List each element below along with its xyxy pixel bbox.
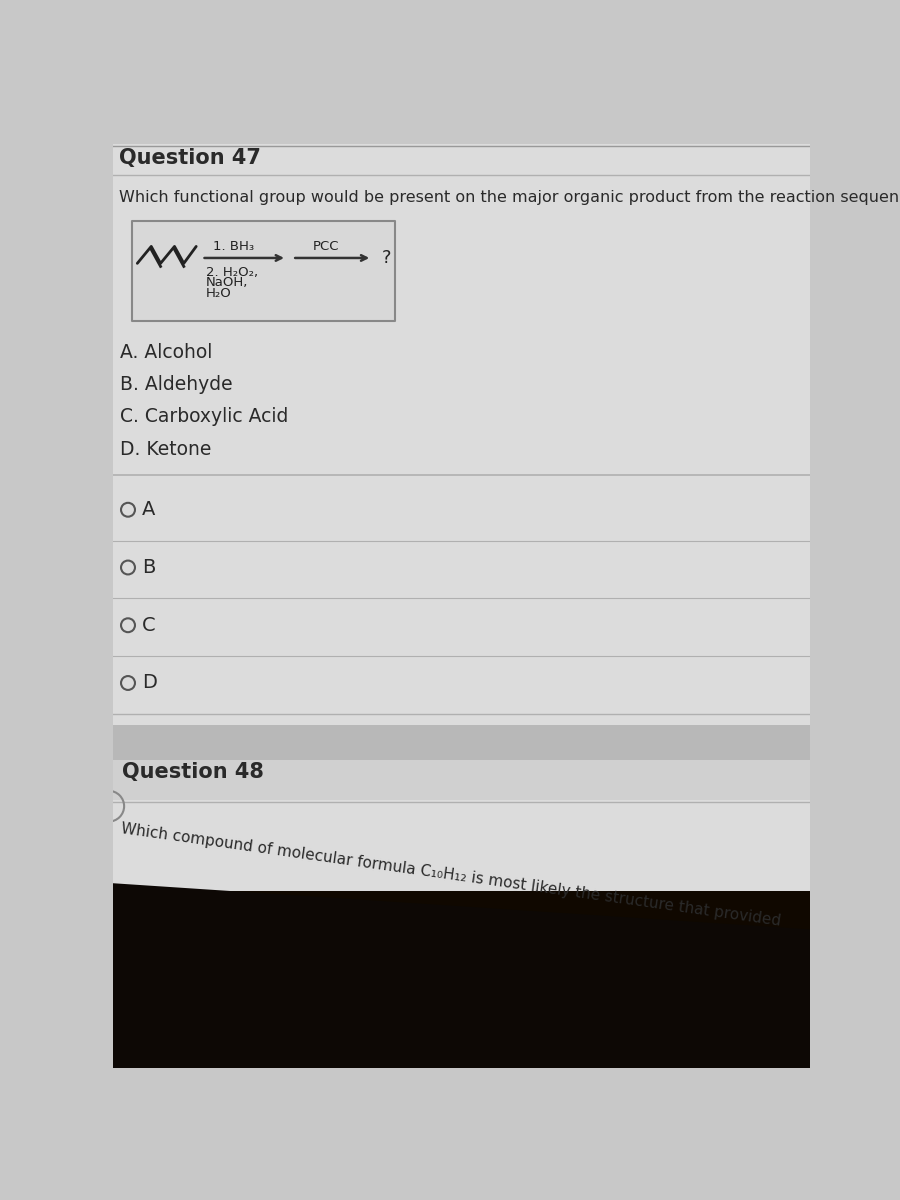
Bar	[112, 725, 810, 760]
Text: C: C	[142, 616, 156, 635]
Text: Question 48: Question 48	[122, 762, 264, 781]
Text: D: D	[142, 673, 157, 692]
Text: C. Carboxylic Acid: C. Carboxylic Acid	[121, 407, 289, 426]
Polygon shape	[112, 883, 810, 1068]
Text: 2. H₂O₂,: 2. H₂O₂,	[205, 265, 257, 278]
Bar	[112, 814, 810, 890]
Text: Which compound of molecular formula C₁₀H₁₂ is most likely the structure that pro: Which compound of molecular formula C₁₀H…	[120, 822, 781, 929]
Text: ?: ?	[382, 248, 392, 266]
Text: H₂O: H₂O	[205, 287, 231, 300]
Bar	[112, 144, 810, 814]
Text: B: B	[142, 558, 156, 577]
Text: A. Alcohol: A. Alcohol	[121, 343, 212, 361]
Bar	[112, 760, 810, 800]
Text: A: A	[142, 500, 156, 520]
Text: PCC: PCC	[312, 240, 339, 253]
Text: NaOH,: NaOH,	[205, 276, 248, 289]
Text: 1. BH₃: 1. BH₃	[213, 240, 255, 253]
Text: Which functional group would be present on the major organic product from the re: Which functional group would be present …	[119, 190, 900, 205]
Bar	[112, 760, 810, 937]
Bar	[112, 876, 810, 1068]
Text: B. Aldehyde: B. Aldehyde	[121, 374, 233, 394]
Bar	[132, 221, 395, 322]
Text: Question 47: Question 47	[119, 148, 261, 168]
Text: D. Ketone: D. Ketone	[121, 439, 212, 458]
